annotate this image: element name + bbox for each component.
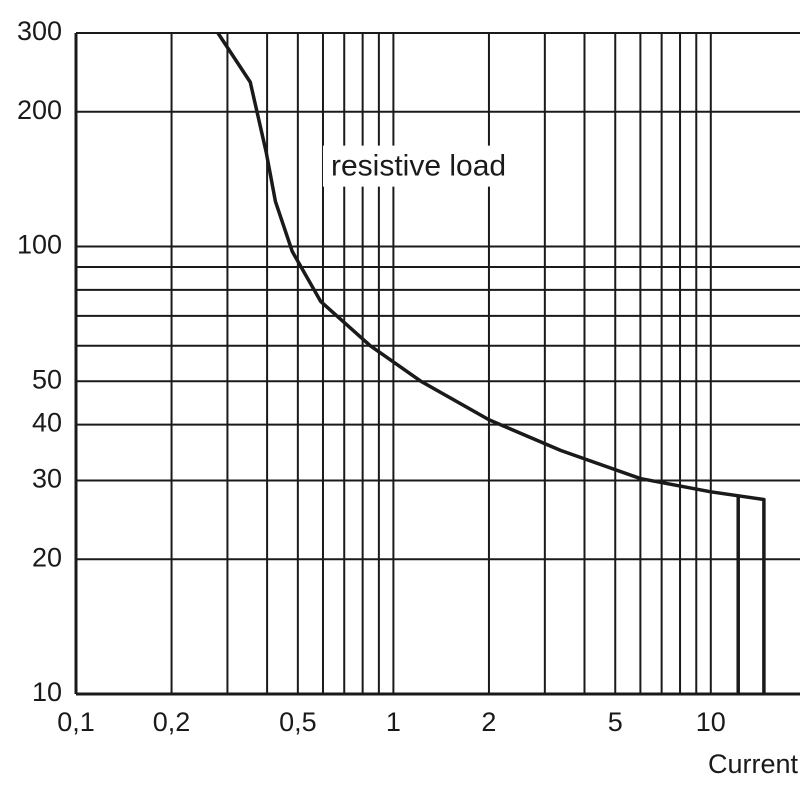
y-tick-label: 50 <box>32 364 62 394</box>
x-tick-label: 0,5 <box>279 707 317 737</box>
y-tick-label: 10 <box>32 677 62 707</box>
x-tick-label: 2 <box>481 707 496 737</box>
y-tick-label: 100 <box>17 230 62 260</box>
y-tick-label: 40 <box>32 408 62 438</box>
y-tick-label: 300 <box>17 16 62 46</box>
x-tick-label: 10 <box>696 707 726 737</box>
x-tick-label: 5 <box>608 707 623 737</box>
x-tick-label: 1 <box>386 707 401 737</box>
y-tick-label: 30 <box>32 464 62 494</box>
annotation: resistive load <box>331 150 506 183</box>
y-tick-label: 200 <box>17 95 62 125</box>
x-tick-label: 0,2 <box>153 707 191 737</box>
curve <box>216 32 766 694</box>
y-tick-label: 20 <box>32 542 62 572</box>
x-axis-label: Current <box>708 749 799 779</box>
annotation-background <box>322 145 515 187</box>
x-tick-label: 0,1 <box>57 707 95 737</box>
